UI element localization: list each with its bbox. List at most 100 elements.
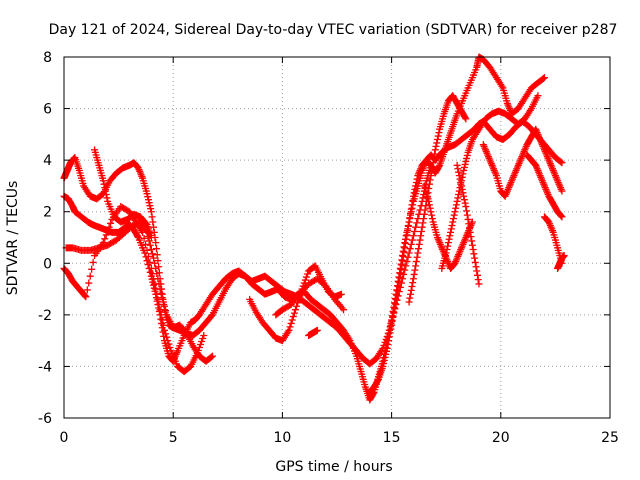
y-axis-label: SDTVAR / TECUs <box>5 181 21 296</box>
data-point <box>460 192 468 200</box>
data-point <box>384 341 392 349</box>
data-point <box>403 258 411 266</box>
data-point <box>410 270 418 278</box>
data-point <box>407 290 415 298</box>
data-point <box>446 232 454 240</box>
data-point <box>147 205 155 213</box>
data-point <box>534 92 542 100</box>
data-point <box>194 347 202 355</box>
data-point <box>452 204 460 212</box>
data-point <box>464 215 472 223</box>
data-point <box>558 187 566 195</box>
data-point <box>463 154 471 162</box>
data-point <box>285 326 293 334</box>
data-point <box>386 329 394 337</box>
data-point <box>427 208 435 216</box>
data-point <box>82 293 90 301</box>
data-point <box>89 258 97 266</box>
data-point <box>410 189 418 197</box>
x-tick-label: 5 <box>169 430 178 446</box>
data-point <box>150 254 158 262</box>
data-point <box>400 248 408 256</box>
data-point <box>558 159 566 167</box>
data-point <box>560 252 568 260</box>
data-point <box>154 257 162 265</box>
data-point <box>390 308 398 316</box>
data-point <box>397 265 405 273</box>
data-point <box>385 333 393 341</box>
data-point <box>389 313 397 321</box>
data-point <box>145 199 153 207</box>
data-point <box>449 218 457 226</box>
data-point <box>207 353 215 361</box>
data-point <box>396 270 404 278</box>
x-tick-label: 0 <box>60 430 69 446</box>
data-point <box>447 228 455 236</box>
data-point <box>413 253 421 261</box>
data-point <box>155 263 163 271</box>
data-point <box>86 272 94 280</box>
data-point <box>148 213 156 221</box>
data-point <box>156 306 164 314</box>
data-point <box>474 271 482 279</box>
data-point <box>153 251 161 259</box>
data-point <box>457 182 465 190</box>
data-point <box>411 266 419 274</box>
data-point <box>435 129 443 137</box>
data-point <box>152 245 160 253</box>
data-point <box>153 290 161 298</box>
data-point <box>465 224 473 232</box>
data-point <box>405 298 413 306</box>
data-point <box>105 223 113 231</box>
y-tick-label: -4 <box>38 359 52 375</box>
data-point <box>199 334 207 342</box>
data-point <box>143 190 151 198</box>
data-point <box>558 213 566 221</box>
data-point <box>393 287 401 295</box>
data-point <box>197 341 204 349</box>
data-point <box>463 207 471 215</box>
data-point <box>101 187 109 195</box>
data-point <box>447 225 455 233</box>
series-track-g <box>272 275 348 319</box>
y-tick-label: 6 <box>43 102 52 118</box>
data-point <box>150 281 158 289</box>
data-point <box>286 323 294 331</box>
data-point <box>150 228 158 236</box>
data-point <box>99 239 107 247</box>
data-point <box>434 132 442 140</box>
data-point <box>302 273 310 281</box>
series-track-q <box>554 252 568 272</box>
data-point <box>444 239 452 247</box>
data-point <box>165 340 173 348</box>
data-point <box>388 317 396 325</box>
data-point <box>471 254 479 262</box>
data-point <box>456 175 464 183</box>
data-point <box>435 163 443 171</box>
data-point <box>162 330 170 338</box>
data-point <box>467 233 475 241</box>
data-point <box>404 253 412 261</box>
data-point <box>443 246 451 254</box>
data-point <box>425 197 433 205</box>
data-point <box>461 199 469 207</box>
y-tick-label: 0 <box>43 256 52 272</box>
data-point <box>405 249 413 257</box>
data-point <box>193 350 201 358</box>
x-tick-label: 20 <box>492 430 510 446</box>
y-tick-label: 2 <box>43 205 52 221</box>
data-point <box>462 157 470 165</box>
data-point <box>394 282 402 290</box>
data-point <box>388 321 396 329</box>
data-point <box>454 194 462 202</box>
data-point <box>457 178 465 186</box>
data-point <box>407 286 415 294</box>
data-point <box>289 313 297 321</box>
data-point <box>149 218 157 226</box>
data-point <box>465 220 473 228</box>
data-point <box>393 291 401 299</box>
data-point <box>401 240 409 248</box>
data-point <box>412 223 420 231</box>
data-point <box>431 146 439 154</box>
data-point <box>468 241 476 249</box>
